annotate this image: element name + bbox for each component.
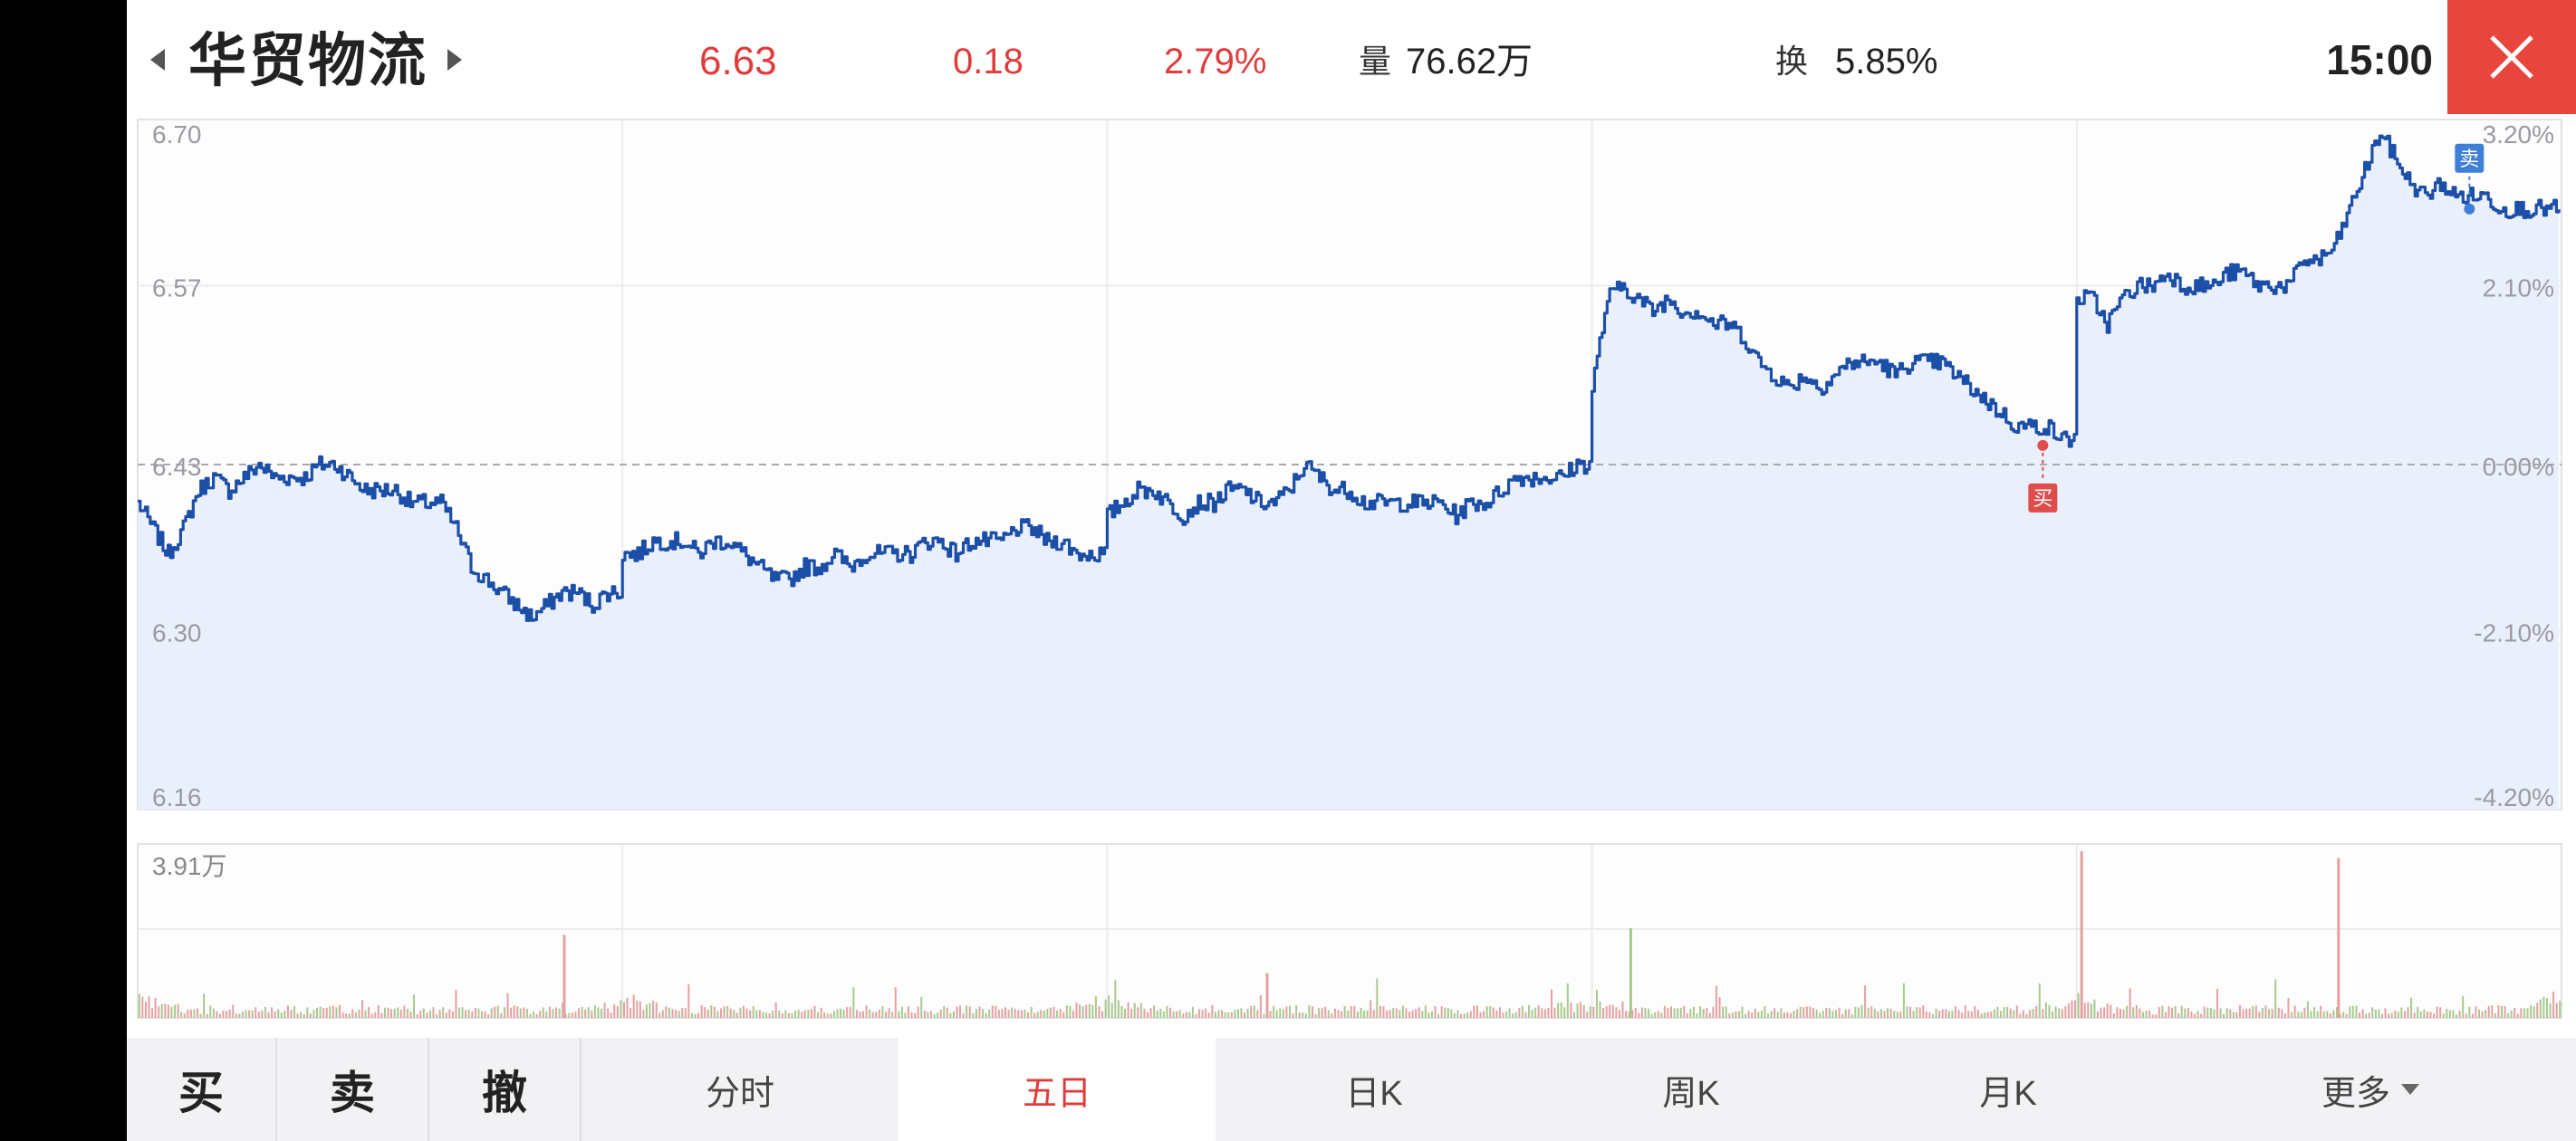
turnover-value: 5.85%	[1835, 42, 1938, 82]
volume-panel	[137, 843, 2562, 1019]
more-menu[interactable]: 更多	[2167, 1038, 2574, 1141]
tab-daily-k[interactable]: 日K	[1345, 1074, 1403, 1113]
prev-stock-arrow-icon[interactable]	[150, 49, 165, 71]
price-tick-label: 6.16	[152, 783, 202, 811]
quote-time: 15:00	[2326, 36, 2433, 83]
bottom-toolbar: 买 卖 撤 分时 五日 日K 周K 月K 更多	[127, 1038, 2576, 1141]
price-area-fill	[138, 136, 2560, 810]
price-tick-label: 6.57	[152, 273, 202, 302]
price-change-percent: 2.79%	[1164, 42, 1267, 82]
caret-down-icon	[2401, 1084, 2419, 1095]
percent-tick-label: -2.10%	[2474, 618, 2554, 647]
current-price: 6.63	[699, 39, 777, 83]
tab-weekly-k[interactable]: 周K	[1662, 1074, 1720, 1113]
quote-panel: 华贸物流 6.63 0.18 2.79% 量 76.62万 换 5.85% 15…	[127, 0, 2576, 1141]
buy-button[interactable]: 买	[127, 1038, 277, 1141]
more-label: 更多	[2321, 1074, 2390, 1113]
price-tick-label: 6.70	[152, 120, 202, 149]
volume-value: 76.62万	[1406, 42, 1533, 82]
percent-tick-label: 3.20%	[2483, 120, 2554, 149]
price-line	[138, 134, 2561, 622]
percent-tick-label: 0.00%	[2483, 453, 2554, 481]
volume-label: 量	[1359, 43, 1392, 80]
sell-marker-label: 卖	[2459, 149, 2479, 171]
price-tick-label: 6.30	[152, 618, 202, 647]
cancel-order-button[interactable]: 撤	[429, 1038, 582, 1141]
buy-marker-label: 买	[2033, 488, 2052, 511]
next-stock-arrow-icon[interactable]	[447, 49, 462, 71]
five-day-chart: 6.70 3.20% 6.57 2.10% 6.43 0.00% 6.30 -2.10% 6.1…	[137, 119, 2562, 1019]
tab-intraday[interactable]: 分时	[705, 1074, 774, 1113]
price-change: 0.18	[953, 42, 1024, 82]
sell-marker-badge	[2455, 143, 2485, 173]
close-icon	[2490, 35, 2533, 79]
turnover-label: 换	[1775, 43, 1809, 80]
percent-tick-label: 2.10%	[2483, 273, 2554, 302]
sell-button[interactable]: 卖	[277, 1038, 429, 1141]
tab-five-day[interactable]: 五日	[899, 1038, 1216, 1141]
price-tick-label: 6.43	[152, 453, 202, 481]
header-bar: 华贸物流 6.63 0.18 2.79% 量 76.62万 换 5.85% 15…	[127, 0, 2576, 120]
buy-marker-badge	[2028, 483, 2058, 513]
volume-max-label: 3.91万	[152, 852, 227, 880]
tab-monthly-k[interactable]: 月K	[1979, 1074, 2037, 1113]
stock-name: 华贸物流	[188, 28, 428, 93]
close-button[interactable]	[2447, 0, 2576, 114]
percent-tick-label: -4.20%	[2474, 783, 2554, 811]
